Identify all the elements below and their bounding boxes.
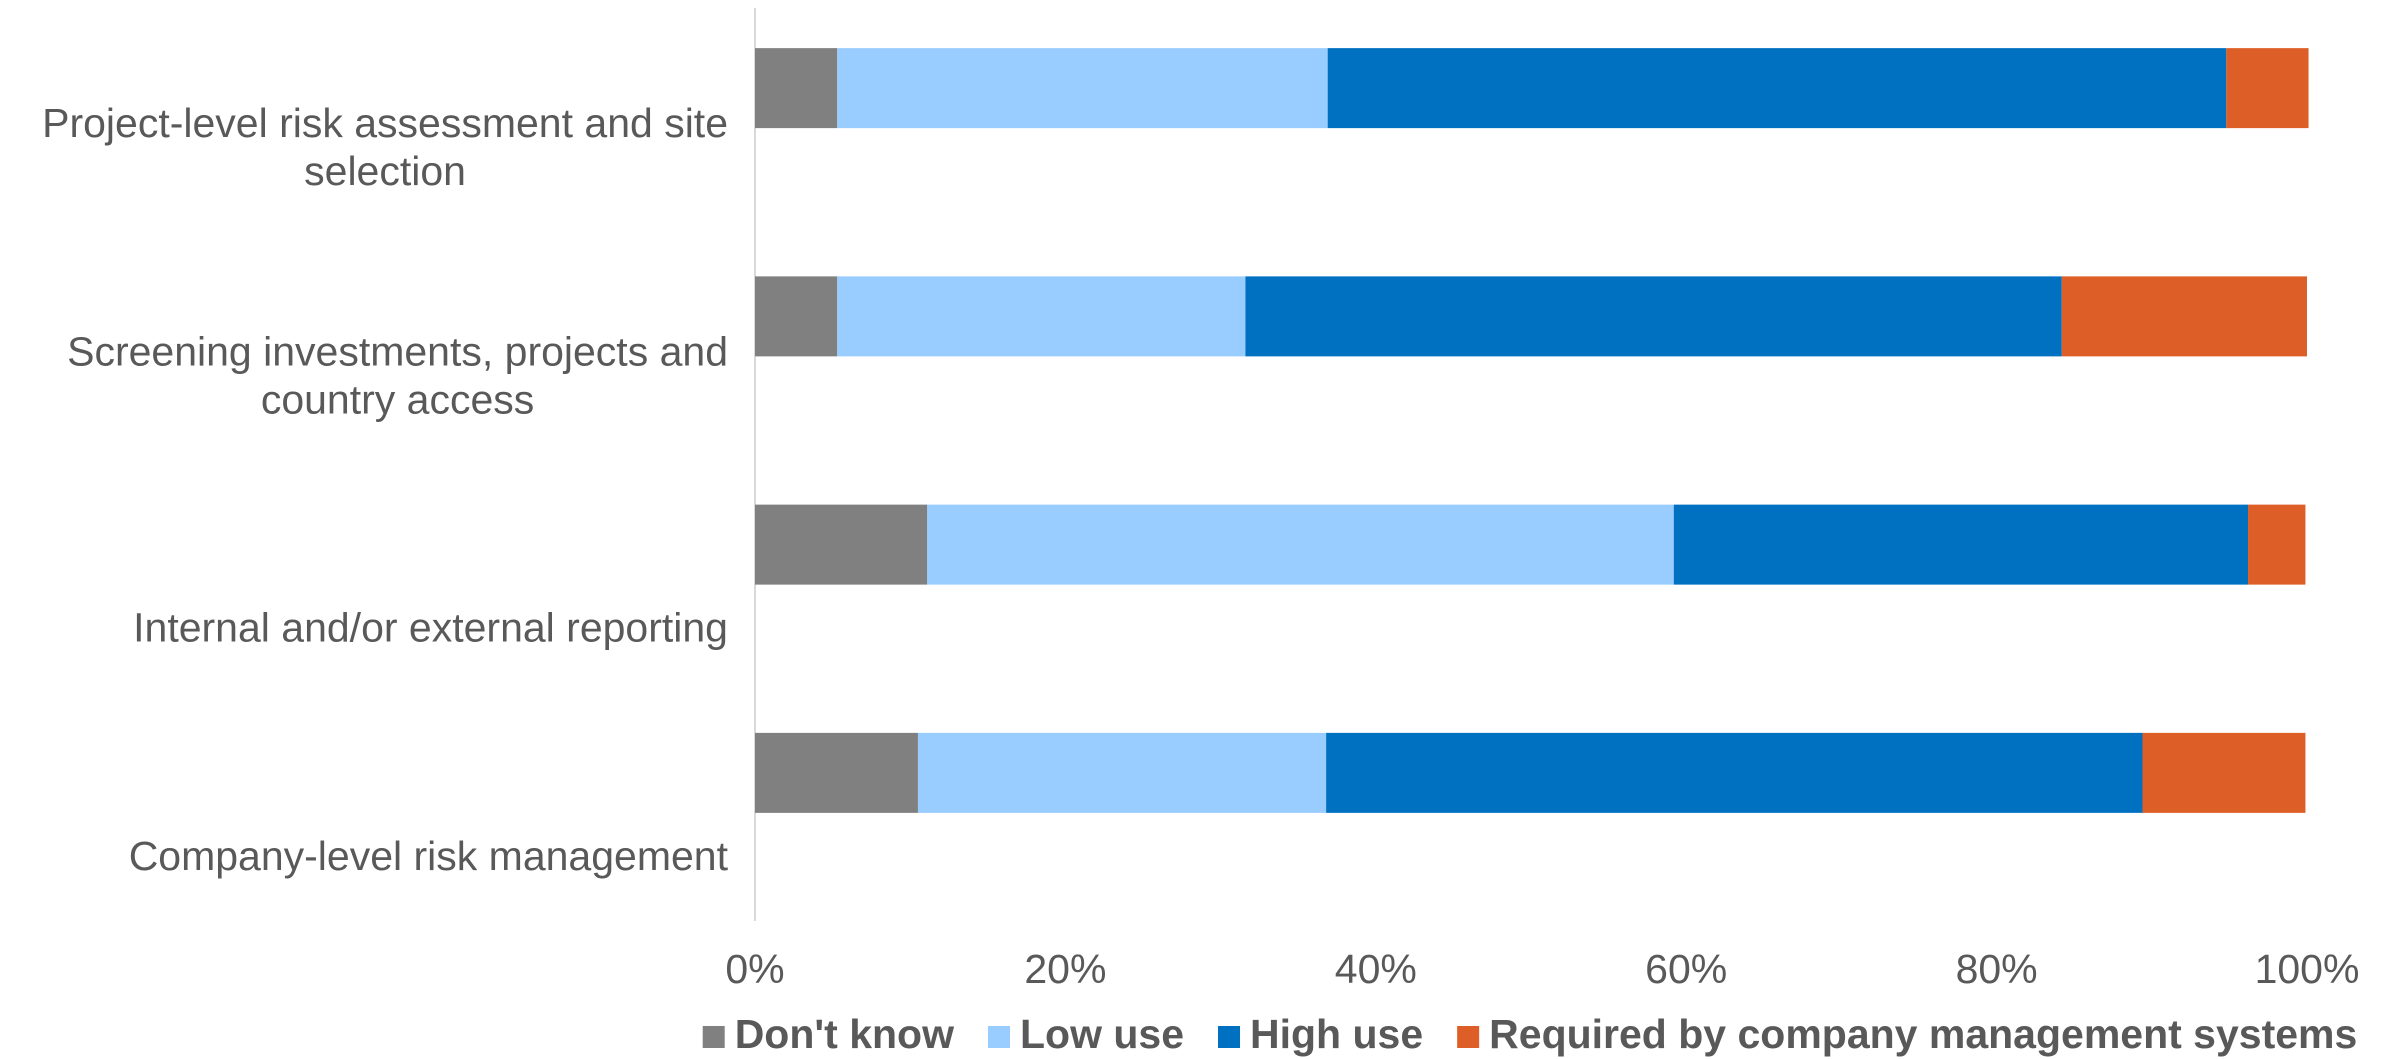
bar-segment <box>837 48 1328 129</box>
bar-segment <box>837 276 1246 357</box>
legend-label: Don't know <box>735 1011 954 1057</box>
y-tick-label: Company-level risk management <box>129 833 729 879</box>
bar-segment <box>755 732 918 813</box>
bar-segment <box>755 48 838 129</box>
bar-segment <box>2248 504 2306 585</box>
bar-segment <box>1326 732 2143 813</box>
bar-segment <box>927 504 1674 585</box>
bar-segment <box>755 504 928 585</box>
bar-segment <box>1673 504 2249 585</box>
bar-segment <box>1245 276 2062 357</box>
bar-segment <box>2142 732 2306 813</box>
y-tick-label: Screening investments, projects and count… <box>67 328 728 422</box>
x-tick-label: 80% <box>1956 946 2038 992</box>
y-tick-label: Internal and/or external reporting <box>133 604 728 650</box>
legend-swatch <box>1457 1026 1480 1048</box>
legend-label: High use <box>1250 1011 1423 1057</box>
bar-segment <box>1327 48 2227 129</box>
x-tick-label: 100% <box>2255 946 2360 992</box>
x-tick-label: 40% <box>1335 946 1417 992</box>
y-tick-label: Project-level risk assessment and site se… <box>42 100 728 194</box>
legend: Don't know Low use High use Required by com… <box>702 1011 2357 1057</box>
bar-segment <box>755 276 838 357</box>
legend-swatch <box>987 1026 1010 1048</box>
x-tick-label: 20% <box>1024 946 1106 992</box>
legend-swatch <box>702 1026 725 1048</box>
bar-segment <box>917 732 1327 813</box>
bar-segment <box>2061 276 2307 357</box>
x-tick-label: 0% <box>725 946 784 992</box>
legend-label: Required by company management systems <box>1489 1011 2357 1057</box>
legend-swatch <box>1218 1026 1241 1048</box>
bar-segment <box>2226 48 2309 129</box>
x-tick-label: 60% <box>1645 946 1727 992</box>
legend-label: Low use <box>1020 1011 1184 1057</box>
